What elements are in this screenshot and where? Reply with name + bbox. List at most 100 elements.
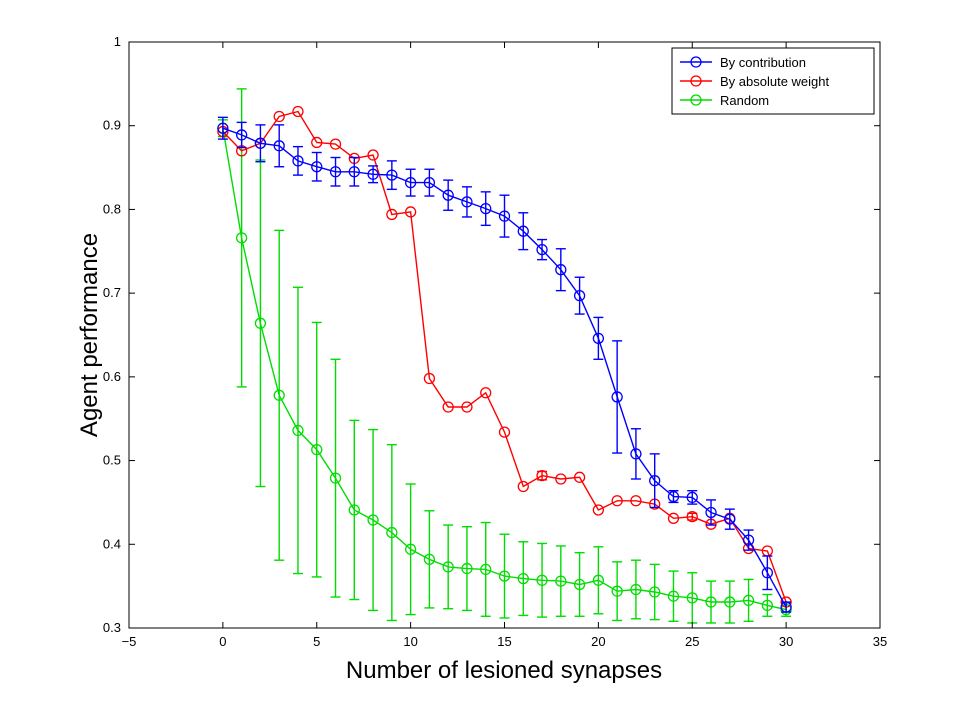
data-point bbox=[517, 480, 529, 493]
data-point bbox=[235, 232, 248, 244]
data-point bbox=[592, 332, 605, 344]
plot-frame bbox=[128, 41, 881, 629]
data-point bbox=[686, 592, 698, 604]
data-point bbox=[705, 596, 717, 608]
series-by-absolute-weight bbox=[217, 105, 792, 608]
data-point bbox=[292, 155, 304, 167]
x-tick-label: −5 bbox=[122, 634, 137, 649]
x-axis-title: Number of lesioned synapses bbox=[346, 657, 662, 684]
y-tick-label: 0.5 bbox=[103, 453, 121, 468]
data-point bbox=[686, 511, 698, 523]
series-random bbox=[217, 88, 792, 624]
data-point bbox=[292, 105, 304, 118]
data-point bbox=[480, 563, 492, 576]
data-point bbox=[724, 596, 736, 608]
y-tick-label: 0.6 bbox=[103, 369, 121, 384]
legend-label: By contribution bbox=[720, 55, 806, 70]
legend-entry-by-contribution: By contribution bbox=[680, 55, 806, 70]
data-point bbox=[761, 599, 773, 612]
data-point bbox=[536, 574, 548, 586]
data-point bbox=[517, 225, 529, 237]
data-point bbox=[667, 512, 680, 524]
data-point bbox=[724, 513, 736, 525]
data-point bbox=[311, 444, 323, 456]
x-tick-label: 25 bbox=[685, 634, 699, 649]
data-point bbox=[630, 448, 642, 460]
series-by-contribution bbox=[217, 116, 792, 613]
series-line bbox=[222, 110, 787, 603]
data-point bbox=[386, 526, 398, 539]
data-point bbox=[611, 585, 623, 597]
data-point bbox=[649, 586, 661, 598]
y-tick-label: 0.4 bbox=[103, 536, 121, 551]
legend-entry-by-absolute-weight: By absolute weight bbox=[680, 74, 830, 89]
data-point bbox=[254, 137, 267, 149]
data-point bbox=[404, 543, 417, 555]
data-point bbox=[667, 490, 680, 503]
data-point bbox=[480, 387, 492, 399]
data-point bbox=[311, 161, 323, 173]
data-point bbox=[329, 472, 342, 484]
y-tick-label: 0.9 bbox=[103, 118, 121, 133]
data-point bbox=[742, 534, 755, 546]
data-point bbox=[498, 570, 511, 582]
legend: By contribution By absolute weight Random bbox=[671, 47, 875, 115]
data-point bbox=[573, 578, 586, 591]
y-tick-label: 0.3 bbox=[103, 620, 121, 635]
data-point bbox=[630, 495, 642, 507]
data-point bbox=[461, 196, 473, 208]
data-point bbox=[742, 594, 755, 607]
data-point bbox=[217, 122, 229, 134]
data-point bbox=[667, 590, 680, 602]
data-point bbox=[480, 202, 492, 215]
data-point bbox=[404, 206, 417, 218]
y-tick-label: 0.8 bbox=[103, 201, 121, 216]
data-point bbox=[630, 583, 642, 596]
plot-area bbox=[128, 41, 881, 629]
data-point bbox=[423, 176, 436, 189]
data-point bbox=[649, 475, 661, 487]
data-point bbox=[517, 572, 529, 585]
data-point bbox=[592, 504, 605, 516]
x-tick-label: 20 bbox=[591, 634, 605, 649]
data-point bbox=[273, 140, 285, 152]
data-point bbox=[386, 208, 398, 221]
data-point bbox=[611, 391, 623, 403]
legend-marker bbox=[690, 75, 702, 87]
data-point bbox=[536, 469, 548, 482]
data-point bbox=[573, 290, 586, 302]
data-point bbox=[555, 264, 567, 276]
series-line bbox=[222, 127, 787, 608]
data-point bbox=[348, 166, 360, 178]
data-point bbox=[329, 166, 342, 178]
data-point bbox=[273, 110, 285, 123]
data-point bbox=[442, 189, 454, 201]
x-tick-label: 5 bbox=[313, 634, 320, 649]
data-point bbox=[461, 401, 473, 413]
y-axis-title: Agent performance bbox=[76, 233, 103, 437]
legend-marker bbox=[690, 94, 702, 106]
data-point bbox=[329, 138, 342, 150]
legend-label: By absolute weight bbox=[720, 74, 830, 89]
data-point bbox=[367, 149, 379, 161]
data-point bbox=[423, 553, 436, 566]
data-point bbox=[442, 561, 454, 573]
data-point bbox=[555, 575, 567, 587]
data-point bbox=[573, 471, 586, 483]
data-point bbox=[386, 169, 398, 181]
data-point bbox=[592, 574, 605, 586]
data-point bbox=[780, 601, 792, 613]
data-point bbox=[442, 401, 454, 413]
data-point bbox=[705, 506, 717, 519]
data-point bbox=[348, 504, 360, 516]
data-point bbox=[404, 176, 417, 189]
x-tick-label: 0 bbox=[219, 634, 226, 649]
data-point bbox=[292, 424, 304, 437]
data-point bbox=[611, 495, 623, 507]
data-point bbox=[367, 514, 379, 526]
data-point bbox=[761, 567, 773, 579]
x-tick-label: 10 bbox=[403, 634, 417, 649]
legend-marker bbox=[690, 56, 702, 68]
x-tick-label: 35 bbox=[873, 634, 887, 649]
